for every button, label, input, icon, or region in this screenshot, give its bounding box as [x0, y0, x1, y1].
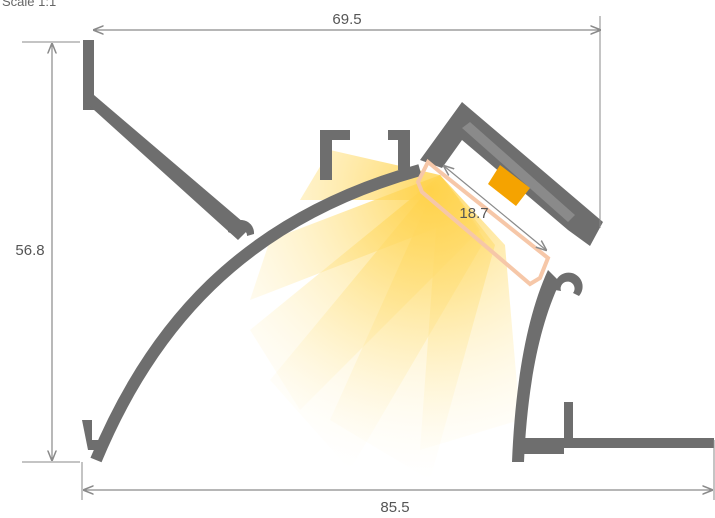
diagonal-arm	[83, 95, 250, 240]
bottom-left-hook	[82, 420, 104, 450]
left-clip	[228, 219, 255, 236]
scale-label: Scale 1:1	[2, 0, 56, 9]
left-wall	[83, 40, 94, 110]
height-left-label: 56.8	[15, 242, 44, 259]
light-beam	[250, 150, 520, 480]
dimension-diffuser: 18.7	[444, 166, 546, 250]
right-clip	[554, 272, 583, 296]
diffuser-width-label: 18.7	[459, 205, 488, 222]
reflector-curve	[90, 164, 422, 463]
width-top-label: 69.5	[332, 11, 361, 28]
dimension-width-top: 69.5	[94, 11, 600, 228]
diffuser	[415, 158, 551, 287]
width-bottom-label: 85.5	[380, 499, 409, 516]
floor-flange	[524, 438, 714, 448]
dimension-height-left: 56.8	[10, 41, 80, 463]
dimension-width-bottom: 85.5	[81, 440, 715, 516]
